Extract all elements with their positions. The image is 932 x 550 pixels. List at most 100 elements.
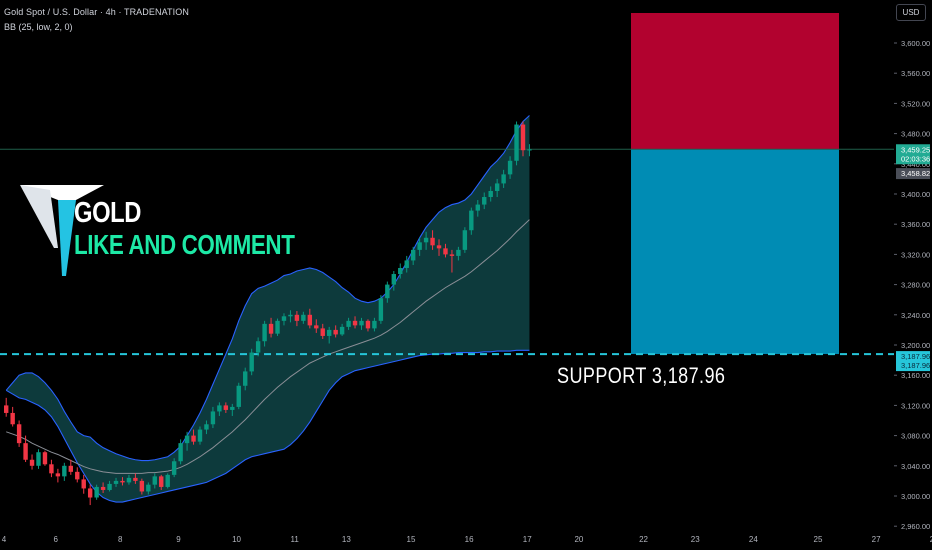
candle-body <box>36 452 41 466</box>
candle <box>462 227 468 253</box>
candle-body <box>339 326 345 335</box>
candle <box>16 420 22 447</box>
candle-body <box>436 245 442 249</box>
candle <box>184 431 190 451</box>
candle <box>482 192 487 210</box>
candle <box>100 482 106 493</box>
candle <box>520 121 526 157</box>
chart-title: Gold Spot / U.S. Dollar · 4h · TRADENATI… <box>4 7 189 17</box>
indicator-legend[interactable]: BB (25, low, 2, 0) <box>4 22 73 32</box>
candle <box>223 402 229 413</box>
y-tick-label: 3,560.00 <box>901 69 930 78</box>
candle-body <box>87 488 93 498</box>
support-label: SUPPORT 3,187.96 <box>557 363 726 388</box>
candle <box>49 459 54 478</box>
support-price-badge-text: 3,187.96 <box>901 361 930 370</box>
candle <box>423 231 429 250</box>
x-tick-label: 24 <box>749 535 758 544</box>
candle <box>126 474 132 485</box>
candle-body <box>482 197 487 205</box>
candle-body <box>288 314 293 317</box>
candle-body <box>301 314 306 321</box>
candle-body <box>527 149 532 151</box>
y-tick-label: 3,320.00 <box>901 250 930 259</box>
candle <box>171 458 177 478</box>
candle <box>488 186 493 202</box>
stop-box <box>631 149 839 355</box>
brand-title: GOLD <box>74 197 142 229</box>
x-tick-label: 6 <box>53 535 58 544</box>
candle <box>501 169 506 188</box>
candle-body <box>113 480 119 484</box>
currency-selector[interactable]: USD <box>896 4 926 21</box>
candle-body <box>165 474 170 487</box>
y-tick-label: 3,600.00 <box>901 39 930 48</box>
candle <box>10 406 15 427</box>
current-price-badge-text: 3,459.25 <box>901 145 930 154</box>
price-lines <box>0 148 894 356</box>
candle-body <box>120 480 125 483</box>
candle-body <box>520 124 526 151</box>
candle-body <box>159 476 164 487</box>
candle-body <box>443 248 448 255</box>
candle <box>359 317 364 330</box>
candle-body <box>68 465 73 472</box>
candle <box>94 484 99 500</box>
candle <box>29 454 35 470</box>
candle-body <box>430 237 435 246</box>
y-tick-label: 3,000.00 <box>901 492 930 501</box>
candle-body <box>494 183 500 191</box>
candle-body <box>391 274 396 285</box>
bollinger-upper-line <box>5 115 530 462</box>
candle <box>165 473 170 489</box>
candle <box>410 246 416 265</box>
candle-body <box>29 459 35 466</box>
candle-body <box>230 406 235 410</box>
candle-body <box>514 124 519 161</box>
candle-body <box>243 371 248 386</box>
candle-body <box>365 320 371 329</box>
bid-price-badge <box>896 168 930 180</box>
candle-body <box>107 483 112 490</box>
candle <box>62 462 67 481</box>
candle <box>107 480 112 492</box>
candle <box>146 482 151 495</box>
candle-body <box>126 477 132 483</box>
y-tick-label: 3,520.00 <box>901 99 930 108</box>
candle-body <box>398 267 403 275</box>
candle <box>475 200 480 217</box>
candle-body <box>204 424 209 430</box>
x-tick-label: 13 <box>342 535 351 544</box>
candle-body <box>133 477 138 481</box>
candle <box>4 397 9 417</box>
candle-body <box>55 473 61 477</box>
candle <box>133 473 138 484</box>
candle-body <box>100 486 106 490</box>
candle-body <box>327 329 332 336</box>
brand-logo <box>20 185 104 276</box>
candle-body <box>469 210 474 231</box>
x-tick-label: 10 <box>232 535 241 544</box>
candle <box>42 450 48 466</box>
candle-body <box>217 405 222 412</box>
candle-body <box>210 411 216 425</box>
candle <box>507 156 513 179</box>
candle <box>87 484 93 506</box>
support-price-badge <box>896 351 930 372</box>
candle <box>456 246 461 261</box>
x-tick-label: 17 <box>523 535 532 544</box>
candle <box>443 243 448 258</box>
candle-body <box>501 174 506 184</box>
candle-body <box>404 260 409 268</box>
candle-body <box>236 385 241 407</box>
y-tick-label: 3,240.00 <box>901 311 930 320</box>
candle <box>301 311 306 324</box>
x-tick-label: 4 <box>2 535 7 544</box>
bid-price-badge-text: 3,458.82 <box>901 169 930 178</box>
candle-body <box>139 480 145 492</box>
candle <box>113 477 119 487</box>
candle-body <box>178 443 183 462</box>
candle <box>339 323 345 336</box>
brand-logo-stem-icon <box>58 200 76 276</box>
